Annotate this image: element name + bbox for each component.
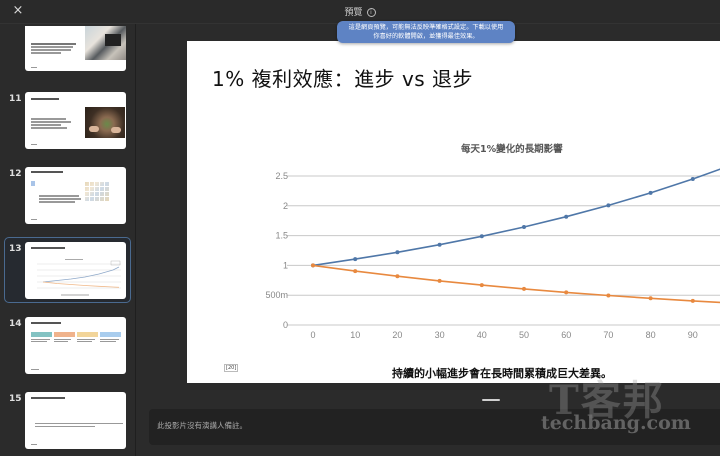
thumbnail-slide-14[interactable]: 14	[0, 317, 135, 387]
slide-viewer: 1% 複利效應：進步 vs 退步 每天1%變化的長期影響 0 500m 1 1.…	[137, 24, 720, 456]
svg-text:1: 1	[283, 261, 288, 271]
svg-text:30: 30	[435, 330, 445, 340]
preview-notice-toast: 這是網頁預覽，可能無法反映準確格式設定。下載以使用 你喜好的軟體開啟，並獲得最佳…	[337, 21, 515, 43]
svg-text:0: 0	[310, 330, 315, 340]
svg-text:90: 90	[688, 330, 698, 340]
svg-text:60: 60	[561, 330, 571, 340]
current-slide: 1% 複利效應：進步 vs 退步 每天1%變化的長期影響 0 500m 1 1.…	[187, 41, 720, 383]
thumbnail-slide-11[interactable]: 11	[0, 92, 135, 162]
title-text: 預覽	[344, 8, 363, 18]
info-icon[interactable]: i	[366, 8, 376, 17]
window-title: 預覽 i	[0, 5, 720, 18]
thumbnail-image	[25, 92, 126, 149]
speaker-notes-panel: 此投影片沒有演講人備註。	[149, 409, 720, 445]
chart-title: 每天1%變化的長期影響	[461, 144, 563, 155]
speaker-notes-text: 此投影片沒有演講人備註。	[157, 421, 247, 430]
notes-resize-handle[interactable]	[482, 399, 500, 401]
svg-text:1.5: 1.5	[275, 231, 288, 241]
thumbnail-number: 13	[9, 244, 22, 254]
thumbnail-slide-15[interactable]: 15	[0, 392, 135, 456]
svg-text:0: 0	[283, 320, 288, 330]
svg-text:70: 70	[603, 330, 613, 340]
thumbnail-number: 14	[9, 319, 22, 329]
watermark-logo: T客邦	[549, 377, 665, 424]
thumbnail-slide-12[interactable]: 12	[0, 167, 135, 237]
svg-text:40: 40	[477, 330, 487, 340]
thumbnail-slide-13[interactable]: 13	[0, 237, 135, 312]
svg-text:2.5: 2.5	[275, 171, 288, 181]
thumbnail-image	[25, 317, 126, 374]
thumbnail-number: 11	[9, 94, 22, 104]
thumbnail-image	[25, 26, 126, 71]
toast-line-1: 這是網頁預覽，可能無法反映準確格式設定。下載以使用	[348, 24, 504, 31]
slide-thumbnail-panel[interactable]: 11 12	[0, 24, 136, 456]
thumbnail-slide-10[interactable]	[0, 26, 135, 96]
thumbnail-number: 15	[9, 394, 22, 404]
watermark-url: techbang.com	[541, 412, 691, 434]
svg-text:80: 80	[646, 330, 656, 340]
thumbnail-number: 12	[9, 169, 22, 179]
svg-text:2: 2	[283, 201, 288, 211]
svg-text:50: 50	[519, 330, 529, 340]
page-number: [20]	[224, 364, 239, 372]
svg-text:10: 10	[350, 330, 360, 340]
thumbnail-image	[25, 167, 126, 224]
svg-text:20: 20	[392, 330, 402, 340]
slide-title: 1% 複利效應：進步 vs 退步	[212, 67, 474, 91]
toast-line-2: 你喜好的軟體開啟，並獲得最佳效果。	[373, 33, 479, 40]
close-icon[interactable]: ×	[12, 3, 24, 18]
thumbnail-image	[25, 392, 126, 449]
thumbnail-image	[25, 242, 126, 299]
svg-text:500m: 500m	[265, 290, 288, 300]
line-chart: 0 500m 1 1.5 2 2.5 0 10 20 30 40 50 60 7…	[265, 168, 720, 340]
slide-caption: 持續的小幅進步會在長時間累積成巨大差異。	[392, 367, 612, 380]
